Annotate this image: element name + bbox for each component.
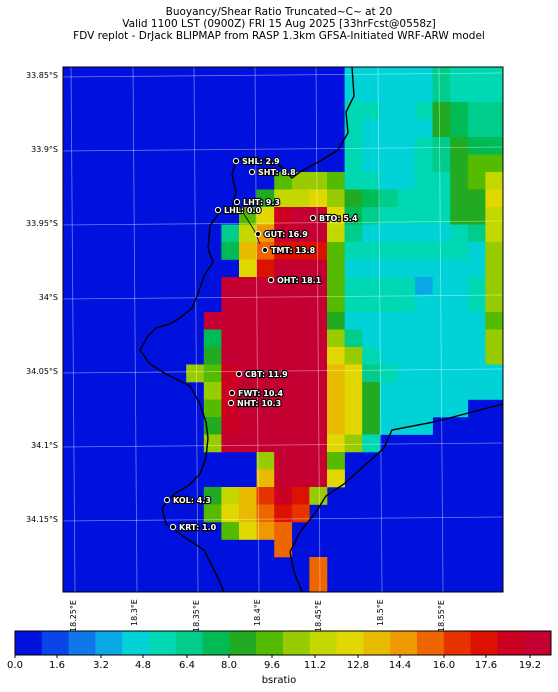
lon-label: 18.35°E	[192, 600, 201, 632]
colorbar-tick: 1.6	[49, 660, 65, 671]
colorbar-tick: 17.6	[474, 660, 498, 671]
colorbar-swatch	[417, 631, 445, 655]
title-line-3: FDV replot - DrJack BLIPMAP from RASP 1.…	[73, 30, 485, 42]
colorbar-swatch	[497, 631, 525, 655]
colorbar-tick: 16.0	[432, 660, 456, 671]
colorbar-swatch	[283, 631, 311, 655]
map-frame	[62, 66, 504, 593]
colorbar-swatch	[41, 631, 69, 655]
station-oht: OHT: 18.1	[267, 275, 323, 286]
station-sht: SHT: 8.8	[248, 167, 297, 178]
station-lhl: LHL: 0.0	[214, 205, 263, 216]
colorbar-swatch	[336, 631, 364, 655]
colorbar-swatch	[68, 631, 96, 655]
colorbar-tick: 11.2	[303, 660, 327, 671]
station-label: KRT: 1.0	[179, 523, 217, 532]
colorbar-tick: 9.6	[264, 660, 280, 671]
station-label: LHL: 0.0	[224, 206, 261, 215]
station-label: CBT: 11.9	[245, 370, 288, 379]
title-line-1: Buoyancy/Shear Ratio Truncated~C~ at 20	[165, 6, 393, 18]
station-label: TMT: 13.8	[271, 246, 316, 255]
station-fwt: FWT: 10.4	[228, 388, 285, 399]
station-kol: KOL: 4.3	[163, 495, 212, 506]
station-label: BTO: 5.4	[319, 214, 358, 223]
station-label: SHT: 8.8	[258, 168, 296, 177]
colorbar-tick: 12.8	[346, 660, 370, 671]
lon-label: 18.5°E	[376, 599, 385, 626]
lon-label: 18.4°E	[253, 599, 262, 626]
colorbar-swatch	[443, 631, 471, 655]
colorbar-tick: 6.4	[179, 660, 195, 671]
colorbar-swatch	[122, 631, 150, 655]
colorbar-tick: 8.0	[221, 660, 237, 671]
station-tmt: TMT: 13.8	[261, 245, 317, 256]
colorbar-tick: 3.2	[93, 660, 109, 671]
colorbar-tick: 14.4	[388, 660, 412, 671]
station-label: NHT: 10.3	[237, 399, 281, 408]
lon-label: 18.55°E	[437, 600, 446, 632]
colorbar-swatch	[524, 631, 552, 655]
station-krt: KRT: 1.0	[169, 522, 218, 533]
lat-label: 34.15°S	[26, 515, 58, 524]
bsratio-grid	[63, 67, 504, 593]
colorbar-swatch	[309, 631, 337, 655]
station-label: OHT: 18.1	[277, 276, 322, 285]
station-label: KOL: 4.3	[173, 496, 211, 505]
station-label: SHL: 2.9	[242, 157, 280, 166]
colorbar-swatch	[363, 631, 391, 655]
title-line-2: Valid 1100 LST (0900Z) FRI 15 Aug 2025 […	[122, 18, 436, 30]
station-label: GUT: 16.9	[264, 230, 308, 239]
lat-label: 33.85°S	[26, 71, 58, 80]
station-label: FWT: 10.4	[238, 389, 283, 398]
graticule	[62, 66, 504, 593]
lat-label: 34.1°S	[31, 441, 58, 450]
colorbar-swatch	[175, 631, 203, 655]
lat-label: 33.9°S	[31, 145, 58, 154]
colorbar-label: bsratio	[261, 675, 297, 686]
lon-label: 18.25°E	[69, 600, 78, 632]
colorbar-swatch	[390, 631, 418, 655]
colorbar	[14, 630, 552, 658]
station-cbt: CBT: 11.9	[235, 369, 289, 380]
station-bto: BTO: 5.4	[309, 213, 359, 224]
coastline	[139, 66, 504, 593]
colorbar-swatch	[15, 631, 43, 655]
lat-label: 34°S	[38, 293, 58, 302]
colorbar-swatch	[95, 631, 123, 655]
lon-label: 18.45°E	[314, 600, 323, 632]
station-nht: NHT: 10.3	[227, 398, 282, 409]
colorbar-tick: 4.8	[135, 660, 151, 671]
station-gut: GUT: 16.9	[254, 229, 309, 240]
colorbar-tick: 0.0	[7, 660, 23, 671]
colorbar-swatch	[149, 631, 177, 655]
lat-label: 34.05°S	[26, 367, 58, 376]
colorbar-swatch	[202, 631, 230, 655]
colorbar-tick: 19.2	[518, 660, 542, 671]
station-label: LHT: 9.3	[243, 198, 280, 207]
station-lht: LHT: 9.3	[233, 197, 281, 208]
colorbar-swatch	[256, 631, 284, 655]
lon-label: 18.3°E	[130, 599, 139, 626]
station-shl: SHL: 2.9	[232, 156, 281, 167]
lat-label: 33.95°S	[26, 219, 58, 228]
colorbar-swatch	[470, 631, 498, 655]
colorbar-swatch	[229, 631, 257, 655]
